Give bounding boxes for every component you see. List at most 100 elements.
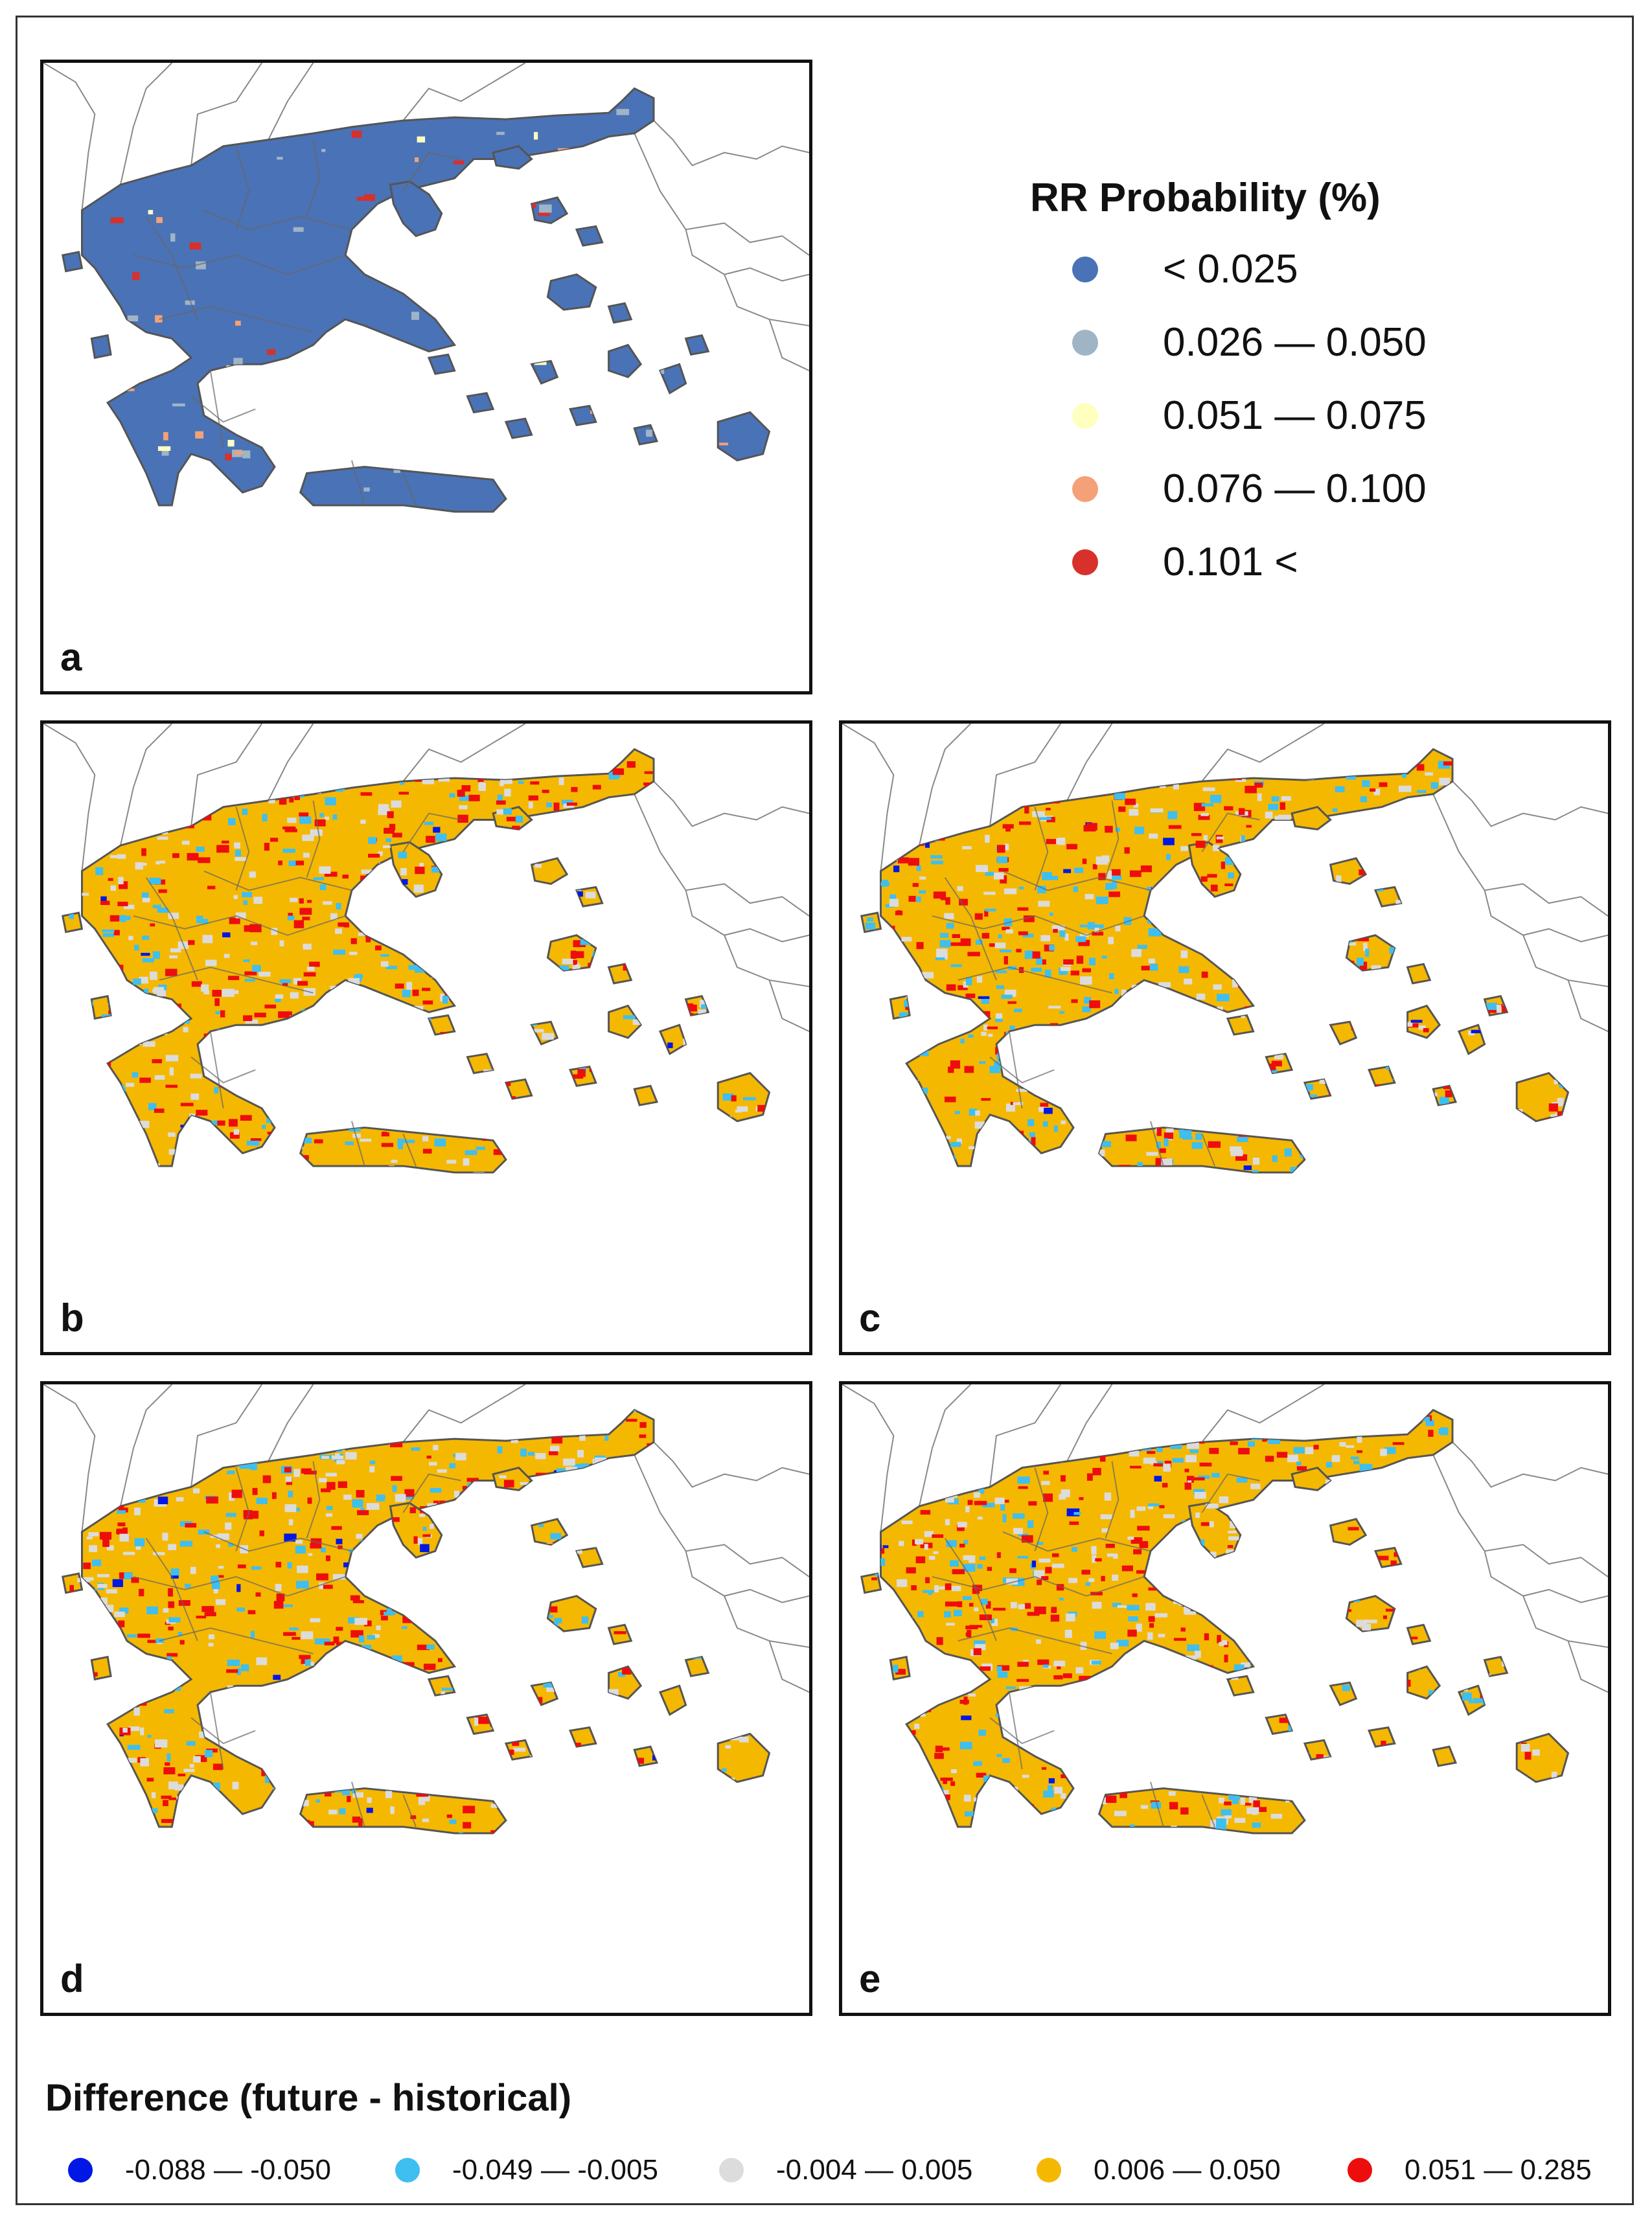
raster-cell xyxy=(1038,780,1043,786)
raster-cell xyxy=(173,1003,181,1011)
raster-cell xyxy=(124,825,133,830)
raster-cell xyxy=(1053,929,1058,933)
raster-cell xyxy=(1160,1093,1171,1101)
raster-cell xyxy=(430,1524,434,1529)
raster-cell xyxy=(985,834,990,843)
raster-cell xyxy=(1462,1090,1473,1098)
region-boundary xyxy=(235,1467,250,1552)
raster-cell xyxy=(212,1581,220,1590)
raster-cell xyxy=(395,983,404,989)
raster-cell xyxy=(139,976,148,984)
raster-cell xyxy=(1405,1060,1417,1066)
raster-cell xyxy=(1489,1800,1501,1805)
raster-cell xyxy=(1101,956,1107,959)
raster-cell xyxy=(233,358,243,367)
raster-cell xyxy=(1394,1590,1401,1593)
raster-cell xyxy=(1471,1029,1482,1033)
raster-cell xyxy=(1073,867,1084,873)
raster-cell xyxy=(1303,1114,1311,1121)
raster-cell xyxy=(1215,1822,1226,1831)
raster-cell xyxy=(1405,1078,1414,1082)
raster-cell xyxy=(449,793,455,798)
raster-cell xyxy=(1541,908,1550,911)
raster-cell xyxy=(724,962,733,971)
raster-cell xyxy=(86,1536,93,1540)
raster-cell xyxy=(143,989,149,997)
raster-cell xyxy=(897,910,901,914)
raster-cell xyxy=(297,1017,304,1024)
raster-cell xyxy=(1087,922,1096,930)
raster-cell xyxy=(634,855,643,860)
raster-cell xyxy=(352,1499,363,1508)
raster-cell xyxy=(436,430,446,433)
raster-cell xyxy=(232,1725,238,1734)
raster-cell xyxy=(1342,1684,1350,1691)
raster-cell xyxy=(1430,1648,1436,1655)
raster-cell xyxy=(1077,1723,1088,1728)
country-border xyxy=(190,1384,262,1487)
raster-cell xyxy=(368,930,377,935)
raster-cell xyxy=(105,1705,117,1712)
raster-cell xyxy=(1044,1155,1055,1161)
raster-cell xyxy=(266,1715,275,1719)
raster-cell xyxy=(115,1439,128,1444)
raster-cell xyxy=(544,418,551,423)
raster-cell xyxy=(513,1747,526,1752)
raster-cell xyxy=(977,1564,983,1569)
raster-cell xyxy=(423,1664,436,1670)
raster-cell xyxy=(301,1631,314,1640)
raster-cell xyxy=(202,1051,211,1059)
raster-cell xyxy=(297,1762,309,1770)
raster-cell xyxy=(593,1537,599,1544)
raster-cell xyxy=(1520,1046,1531,1052)
raster-cell xyxy=(1547,965,1555,973)
raster-cell xyxy=(1144,1770,1156,1777)
raster-cell xyxy=(974,1607,979,1612)
raster-cell xyxy=(496,1525,504,1532)
raster-cell xyxy=(917,1667,929,1673)
raster-cell xyxy=(536,1013,544,1019)
raster-cell xyxy=(669,164,676,167)
raster-cell xyxy=(529,832,539,839)
raster-cell xyxy=(380,1410,391,1412)
raster-cell xyxy=(1549,857,1560,861)
raster-cell xyxy=(530,781,540,785)
raster-cell xyxy=(1185,1655,1197,1660)
raster-cell xyxy=(118,785,129,788)
raster-cell xyxy=(1110,1642,1119,1649)
raster-cell xyxy=(1345,1720,1355,1726)
raster-cell xyxy=(1555,1454,1561,1461)
raster-cell xyxy=(1386,1648,1399,1655)
raster-cell xyxy=(62,790,69,797)
raster-cell xyxy=(522,1057,529,1062)
raster-cell xyxy=(304,1659,311,1666)
raster-cell xyxy=(1092,774,1100,779)
raster-cell xyxy=(614,1631,626,1634)
raster-cell xyxy=(1191,832,1202,836)
raster-cell xyxy=(319,866,331,874)
raster-cell xyxy=(385,1526,392,1533)
raster-cell xyxy=(67,1106,73,1115)
raster-cell xyxy=(1017,1662,1029,1667)
raster-cell xyxy=(94,759,106,763)
raster-cell xyxy=(93,143,104,147)
raster-cell xyxy=(1200,813,1209,816)
raster-cell xyxy=(1059,1826,1066,1833)
raster-cell xyxy=(100,821,110,827)
raster-cell xyxy=(1561,917,1567,926)
raster-cell xyxy=(463,1500,470,1506)
raster-cell xyxy=(411,1690,416,1695)
raster-cell xyxy=(106,1712,116,1715)
raster-cell xyxy=(113,1438,122,1441)
raster-cell xyxy=(1543,1549,1552,1555)
raster-cell xyxy=(1327,896,1337,901)
raster-cell xyxy=(163,432,168,441)
raster-cell xyxy=(1444,882,1454,888)
raster-cell xyxy=(521,1774,527,1778)
raster-cell xyxy=(694,1448,704,1454)
raster-cell xyxy=(1281,832,1291,837)
raster-cell xyxy=(1125,1003,1136,1009)
raster-cell xyxy=(916,1174,928,1178)
raster-cell xyxy=(689,1608,696,1614)
raster-cell xyxy=(1136,1680,1144,1688)
